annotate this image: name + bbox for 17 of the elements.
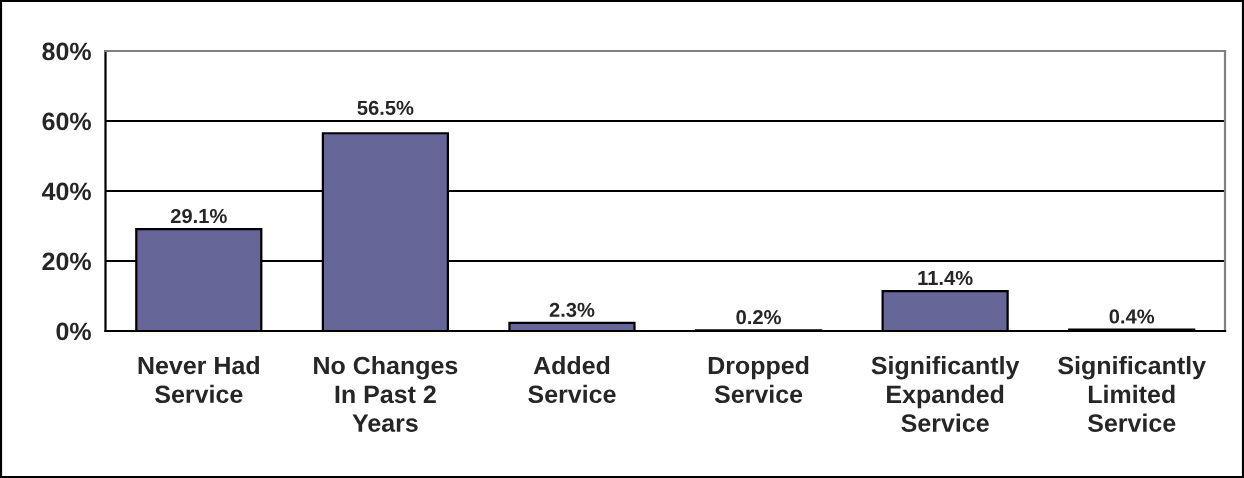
x-tick-label: Dropped Service bbox=[708, 356, 809, 404]
data-label: 0.4% bbox=[1109, 309, 1155, 324]
y-tick-label: 80% bbox=[42, 42, 91, 61]
data-label: 56.5% bbox=[357, 100, 414, 116]
y-tick-label: 60% bbox=[42, 112, 91, 131]
y-tick-label: 40% bbox=[41, 182, 91, 201]
data-label: 29.1% bbox=[170, 208, 227, 224]
x-tick-label: No Changes In Past 2 Years bbox=[314, 356, 458, 432]
x-tick-label: Added Service bbox=[528, 356, 616, 404]
x-tick-label: Never Had Service bbox=[138, 356, 259, 404]
x-tick-label: Significantly Limited Service bbox=[1058, 356, 1206, 432]
data-label: 11.4% bbox=[918, 270, 973, 286]
x-tick-label: Significantly Expanded Service bbox=[871, 356, 1020, 432]
y-tick-label: 20% bbox=[42, 252, 91, 271]
data-label: 2.3% bbox=[549, 302, 595, 317]
data-label: 0.2% bbox=[736, 310, 781, 325]
y-tick-label: 0% bbox=[56, 322, 91, 341]
